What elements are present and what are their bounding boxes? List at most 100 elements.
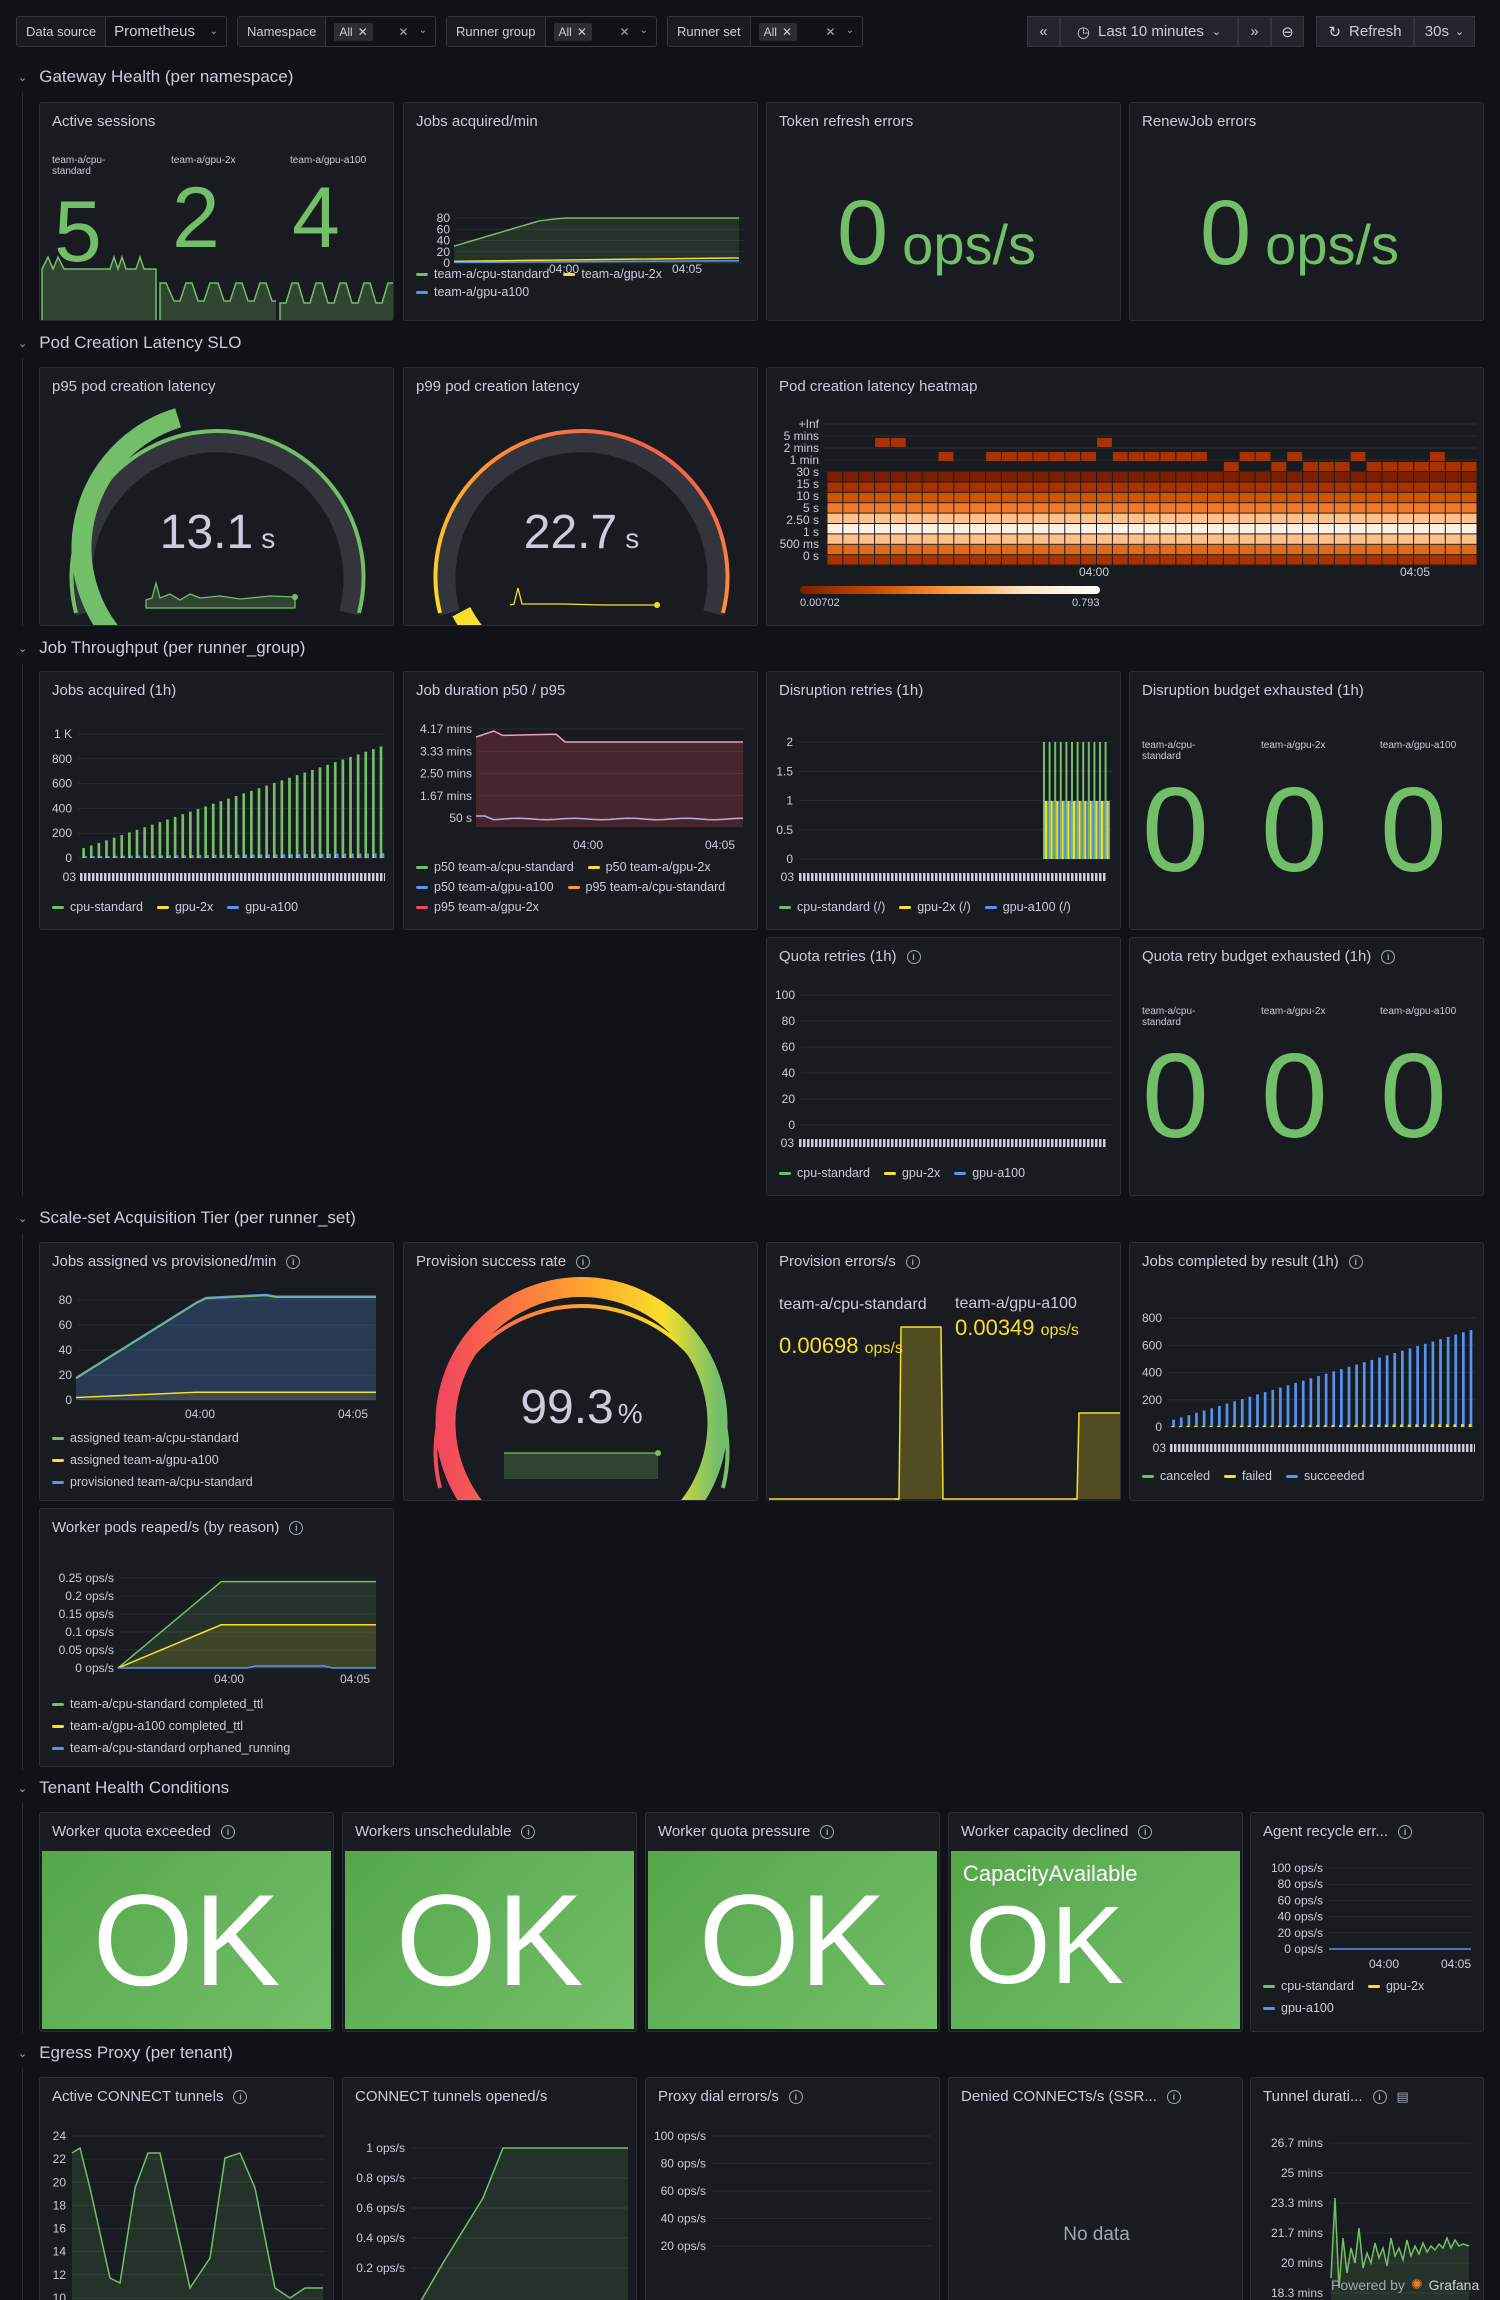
info-icon[interactable]: i bbox=[788, 2089, 803, 2104]
legend-item[interactable]: gpu-2x bbox=[156, 900, 213, 914]
legend-item[interactable]: p95 team-a/cpu-standard bbox=[567, 880, 725, 894]
panel-assigned-vs-provisioned[interactable]: Jobs assigned vs provisioned/min i 80 60 40… bbox=[39, 1242, 394, 1501]
table-icon[interactable]: ▤ bbox=[1396, 2088, 1409, 2104]
panel-worker-quota-pressure[interactable]: Worker quota pressure i OK bbox=[645, 1812, 940, 2032]
legend-item[interactable]: gpu-2x bbox=[1367, 1979, 1424, 1993]
datasource-picker[interactable]: Data source Prometheus ⌄ bbox=[16, 16, 227, 47]
legend-item[interactable]: succeeded bbox=[1285, 1469, 1364, 1483]
info-icon[interactable]: i bbox=[289, 1520, 304, 1535]
panel-provision-errors[interactable]: Provision errors/s i team-a/cpu-standard … bbox=[766, 1242, 1121, 1501]
panel-workers-unschedulable[interactable]: Workers unschedulable i OK bbox=[342, 1812, 637, 2032]
time-forward-button[interactable]: » bbox=[1238, 16, 1271, 47]
refresh-button[interactable]: ↻ Refresh bbox=[1316, 16, 1414, 47]
runner-group-chip[interactable]: All ✕ bbox=[553, 22, 592, 41]
legend-item[interactable]: cpu-standard (/) bbox=[779, 900, 885, 914]
info-icon[interactable]: i bbox=[1372, 2089, 1387, 2104]
panel-jobs-acquired-1h[interactable]: Jobs acquired (1h) 1 K 800 600 400 200 0 03 cp… bbox=[39, 671, 394, 930]
section-gateway[interactable]: ⌄ Gateway Health (per namespace) bbox=[18, 67, 294, 86]
panel-quota-budget[interactable]: Quota retry budget exhausted (1h) i team-… bbox=[1129, 937, 1484, 1196]
info-icon[interactable]: i bbox=[576, 1254, 591, 1269]
info-icon[interactable]: i bbox=[1166, 2089, 1181, 2104]
time-back-button[interactable]: « bbox=[1027, 16, 1060, 47]
info-icon[interactable]: i bbox=[1398, 1824, 1413, 1839]
info-icon[interactable]: i bbox=[1381, 949, 1396, 964]
legend-item[interactable]: provisioned team-a/cpu-standard bbox=[52, 1475, 392, 1489]
panel-p95-latency[interactable]: p95 pod creation latency 13.1 s bbox=[39, 367, 394, 626]
zoom-out-button[interactable]: ⊖ bbox=[1271, 16, 1304, 47]
close-icon[interactable]: ✕ bbox=[781, 24, 792, 39]
panel-active-connect-tunnels[interactable]: Active CONNECT tunnels i 24 22 20 18 16 14 12 10… bbox=[39, 2077, 334, 2300]
clear-icon[interactable]: ✕ bbox=[619, 24, 630, 39]
info-icon[interactable]: i bbox=[286, 1254, 301, 1269]
legend-item[interactable]: cpu-standard bbox=[1263, 1979, 1354, 1993]
panel-worker-quota-exceeded[interactable]: Worker quota exceeded i OK bbox=[39, 1812, 334, 2032]
panel-disruption-retries[interactable]: Disruption retries (1h) 2 1.5 1 0.5 0 03 cpu-… bbox=[766, 671, 1121, 930]
time-range-picker[interactable]: ◷ Last 10 minutes ⌄ bbox=[1060, 16, 1238, 47]
namespace-chip[interactable]: All ✕ bbox=[334, 22, 373, 41]
panel-worker-capacity-declined[interactable]: Worker capacity declined i CapacityAvaila… bbox=[948, 1812, 1243, 2032]
legend-item[interactable]: cpu-standard bbox=[52, 900, 143, 914]
namespace-picker[interactable]: Namespace All ✕ ✕ ⌄ bbox=[237, 16, 436, 47]
legend-item[interactable]: gpu-a100 bbox=[1263, 2001, 1334, 2015]
legend-item[interactable]: team-a/cpu-standard bbox=[416, 267, 549, 281]
panel-token-refresh-errors[interactable]: Token refresh errors 0 ops/s bbox=[766, 102, 1121, 321]
section-scale-set[interactable]: ⌄ Scale-set Acquisition Tier (per runner_… bbox=[18, 1208, 356, 1227]
clear-icon[interactable]: ✕ bbox=[825, 24, 836, 39]
legend-item[interactable]: p95 team-a/gpu-2x bbox=[416, 900, 539, 914]
legend-item[interactable]: assigned team-a/gpu-a100 bbox=[52, 1453, 392, 1467]
legend-item[interactable]: gpu-a100 bbox=[954, 1166, 1025, 1180]
panel-proxy-dial-errors[interactable]: Proxy dial errors/s i 100 ops/s 80 ops/s 60… bbox=[645, 2077, 940, 2300]
refresh-interval-picker[interactable]: 30s ⌄ bbox=[1414, 16, 1475, 47]
panel-jobs-completed[interactable]: Jobs completed by result (1h) i 800 600 400… bbox=[1129, 1242, 1484, 1501]
runner-set-chip[interactable]: All ✕ bbox=[758, 22, 797, 41]
panel-denied-connects[interactable]: Denied CONNECTs/s (SSR... i No data bbox=[948, 2077, 1243, 2300]
panel-provision-success-rate[interactable]: Provision success rate i 99.3% bbox=[403, 1242, 758, 1501]
panel-job-duration[interactable]: Job duration p50 / p95 4.17 mins 3.33 min… bbox=[403, 671, 758, 930]
panel-disruption-budget[interactable]: Disruption budget exhausted (1h) team-a/… bbox=[1129, 671, 1484, 930]
legend-item[interactable]: cpu-standard bbox=[779, 1166, 870, 1180]
legend-item[interactable]: team-a/gpu-a100 bbox=[416, 285, 529, 299]
panel-latency-heatmap[interactable]: Pod creation latency heatmap +Inf 5 mins 2… bbox=[766, 367, 1484, 626]
clear-icon[interactable]: ✕ bbox=[398, 24, 409, 39]
section-job-throughput[interactable]: ⌄ Job Throughput (per runner_group) bbox=[18, 638, 306, 657]
legend-item[interactable]: gpu-2x bbox=[883, 1166, 940, 1180]
info-icon[interactable]: i bbox=[906, 949, 921, 964]
legend-item[interactable]: team-a/gpu-2x bbox=[563, 267, 662, 281]
info-icon[interactable]: i bbox=[521, 1824, 536, 1839]
legend-item[interactable]: assigned team-a/cpu-standard bbox=[52, 1431, 392, 1445]
panel-renewjob-errors[interactable]: RenewJob errors 0 ops/s bbox=[1129, 102, 1484, 321]
info-icon[interactable]: i bbox=[221, 1824, 235, 1839]
legend-item[interactable]: canceled bbox=[1142, 1469, 1210, 1483]
panel-quota-retries[interactable]: Quota retries (1h) i 100 80 60 40 20 0 03 cpu-s… bbox=[766, 937, 1121, 1196]
panel-tunnels-opened[interactable]: CONNECT tunnels opened/s 1 ops/s 0.8 ops/… bbox=[342, 2077, 637, 2300]
legend-item[interactable]: gpu-a100 (/) bbox=[984, 900, 1071, 914]
legend-item[interactable]: team-a/gpu-a100 completed_ttl bbox=[52, 1719, 392, 1733]
runner-group-picker[interactable]: Runner group All ✕ ✕ ⌄ bbox=[446, 16, 657, 47]
close-icon[interactable]: ✕ bbox=[357, 24, 368, 39]
panel-active-sessions[interactable]: Active sessions team-a/cpu-standard team… bbox=[39, 102, 394, 321]
info-icon[interactable]: i bbox=[233, 2089, 248, 2104]
legend-item[interactable]: p50 team-a/cpu-standard bbox=[416, 860, 574, 874]
info-icon[interactable]: i bbox=[905, 1254, 920, 1269]
info-icon[interactable]: i bbox=[1138, 1824, 1153, 1839]
panel-jobs-acquired-min[interactable]: Jobs acquired/min 80 60 40 20 0 04:00 04:05 te… bbox=[403, 102, 758, 321]
section-tenant-health[interactable]: ⌄ Tenant Health Conditions bbox=[18, 1778, 230, 1797]
legend-item[interactable]: team-a/cpu-standard completed_ttl bbox=[52, 1697, 392, 1711]
section-egress-proxy[interactable]: ⌄ Egress Proxy (per tenant) bbox=[18, 2043, 233, 2062]
panel-tunnel-duration[interactable]: Tunnel durati... i ▤ 26.7 mins 25 mins 23.3 … bbox=[1250, 2077, 1484, 2300]
close-icon[interactable]: ✕ bbox=[576, 24, 587, 39]
panel-agent-recycle-errors[interactable]: Agent recycle err... i 100 ops/s 80 ops/s 6… bbox=[1250, 1812, 1484, 2032]
legend-item[interactable]: gpu-2x (/) bbox=[899, 900, 971, 914]
info-icon[interactable]: i bbox=[1348, 1254, 1363, 1269]
legend-item[interactable]: failed bbox=[1224, 1469, 1272, 1483]
panel-p99-latency[interactable]: p99 pod creation latency 22.7 s bbox=[403, 367, 758, 626]
info-icon[interactable]: i bbox=[820, 1824, 835, 1839]
legend-item[interactable]: team-a/cpu-standard orphaned_running bbox=[52, 1741, 392, 1755]
section-pod-latency[interactable]: ⌄ Pod Creation Latency SLO bbox=[18, 333, 242, 352]
panel-worker-pods-reaped[interactable]: Worker pods reaped/s (by reason) i 0.25 o… bbox=[39, 1508, 394, 1767]
runner-set-picker[interactable]: Runner set All ✕ ✕ ⌄ bbox=[667, 16, 863, 47]
legend-item[interactable]: p50 team-a/gpu-a100 bbox=[416, 880, 554, 894]
legend-item[interactable]: p50 team-a/gpu-2x bbox=[587, 860, 711, 874]
legend-item[interactable]: gpu-a100 bbox=[227, 900, 298, 914]
heatmap-cell bbox=[1065, 503, 1081, 513]
